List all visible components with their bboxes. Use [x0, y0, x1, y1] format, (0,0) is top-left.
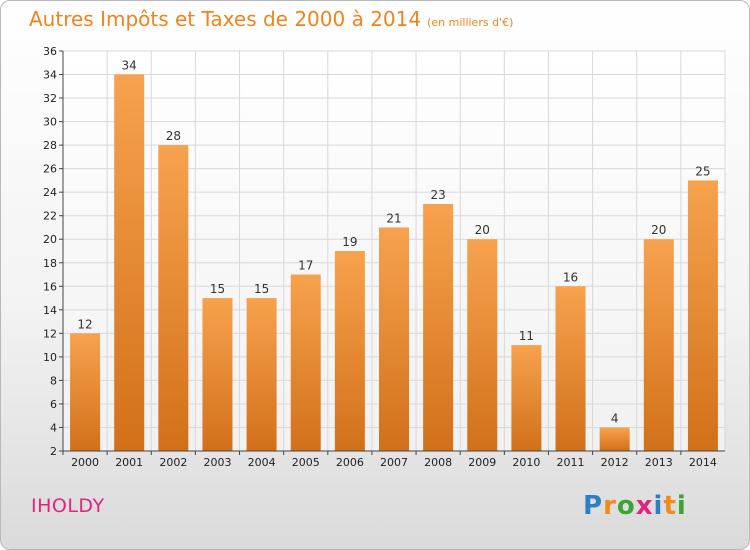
x-tick-label: 2009 — [468, 456, 496, 469]
y-tick-label: 24 — [43, 186, 57, 199]
bars-layer: 12 34 28 15 15 17 19 21 23 20 11 16 4 20 25 — [70, 59, 718, 452]
title-unit: (en milliers d'€) — [427, 16, 514, 29]
y-tick-label: 10 — [43, 351, 57, 364]
bar-value-label: 34 — [122, 59, 137, 73]
x-tick-label: 2005 — [292, 456, 320, 469]
commune-name: IHOLDY — [31, 495, 105, 517]
y-tick-label: 6 — [50, 398, 57, 411]
x-tick-label: 2007 — [380, 456, 408, 469]
bar — [687, 180, 718, 452]
x-tick-label: 2008 — [424, 456, 452, 469]
bar — [643, 239, 674, 451]
x-tick-label: 2012 — [601, 456, 629, 469]
y-tick-label: 32 — [43, 92, 57, 105]
logo-letter: t — [663, 491, 677, 521]
bar-value-label: 25 — [695, 164, 710, 178]
title-main: Autres Impôts et Taxes de 2000 à 2014 — [29, 7, 422, 31]
bar — [511, 345, 542, 451]
y-tick-label: 36 — [43, 45, 57, 58]
x-tick-label: 2014 — [689, 456, 717, 469]
logo-letter: i — [676, 491, 687, 521]
bar-value-label: 28 — [166, 129, 181, 143]
logo-letter: x — [635, 491, 654, 521]
bar — [158, 145, 189, 451]
bar — [379, 227, 409, 451]
bar-value-label: 20 — [475, 223, 490, 237]
y-tick-label: 28 — [43, 139, 57, 152]
bar — [599, 427, 630, 451]
bar-value-label: 16 — [563, 270, 578, 284]
bar-value-label: 21 — [386, 211, 401, 225]
bar-value-label: 19 — [342, 235, 357, 249]
y-tick-label: 12 — [43, 327, 57, 340]
y-tick-label: 34 — [43, 69, 57, 82]
logo-letter: o — [616, 491, 636, 521]
bar — [202, 298, 233, 451]
bar-value-label: 4 — [611, 411, 619, 425]
x-tick-label: 2006 — [336, 456, 364, 469]
bar-value-label: 12 — [77, 317, 92, 331]
y-tick-label: 18 — [43, 257, 57, 270]
x-tick-label: 2002 — [159, 456, 187, 469]
bar — [290, 274, 321, 451]
y-tick-label: 8 — [50, 374, 57, 387]
x-tick-label: 2000 — [71, 456, 99, 469]
x-tick-label: 2001 — [115, 456, 143, 469]
bar — [334, 251, 365, 451]
bar — [555, 286, 586, 451]
bar-value-label: 17 — [298, 259, 313, 273]
bar-value-label: 20 — [651, 223, 666, 237]
x-tick-label: 2010 — [512, 456, 540, 469]
y-tick-label: 26 — [43, 163, 57, 176]
y-tick-label: 22 — [43, 210, 57, 223]
y-tick-label: 14 — [43, 304, 57, 317]
proxiti-logo: Proxiti — [583, 491, 687, 521]
y-tick-label: 30 — [43, 116, 57, 129]
bar-value-label: 15 — [254, 282, 269, 296]
x-tick-label: 2011 — [557, 456, 585, 469]
logo-letter: r — [603, 491, 617, 521]
y-tick-label: 16 — [43, 280, 57, 293]
bar — [246, 298, 277, 451]
y-tick-label: 20 — [43, 233, 57, 246]
logo-letter: P — [583, 491, 604, 521]
x-tick-label: 2003 — [203, 456, 231, 469]
bar — [114, 74, 145, 451]
y-tick-label: 4 — [50, 421, 57, 434]
chart-title: Autres Impôts et Taxes de 2000 à 2014 (en… — [29, 7, 513, 31]
y-tick-label: 2 — [50, 445, 57, 458]
bar — [423, 203, 454, 451]
bar — [467, 239, 498, 451]
bar — [70, 333, 101, 451]
x-tick-label: 2013 — [645, 456, 673, 469]
bar-value-label: 11 — [519, 329, 534, 343]
logo-letter: i — [653, 491, 664, 521]
bar-value-label: 15 — [210, 282, 225, 296]
x-tick-label: 2004 — [248, 456, 276, 469]
bar-value-label: 23 — [430, 188, 445, 202]
